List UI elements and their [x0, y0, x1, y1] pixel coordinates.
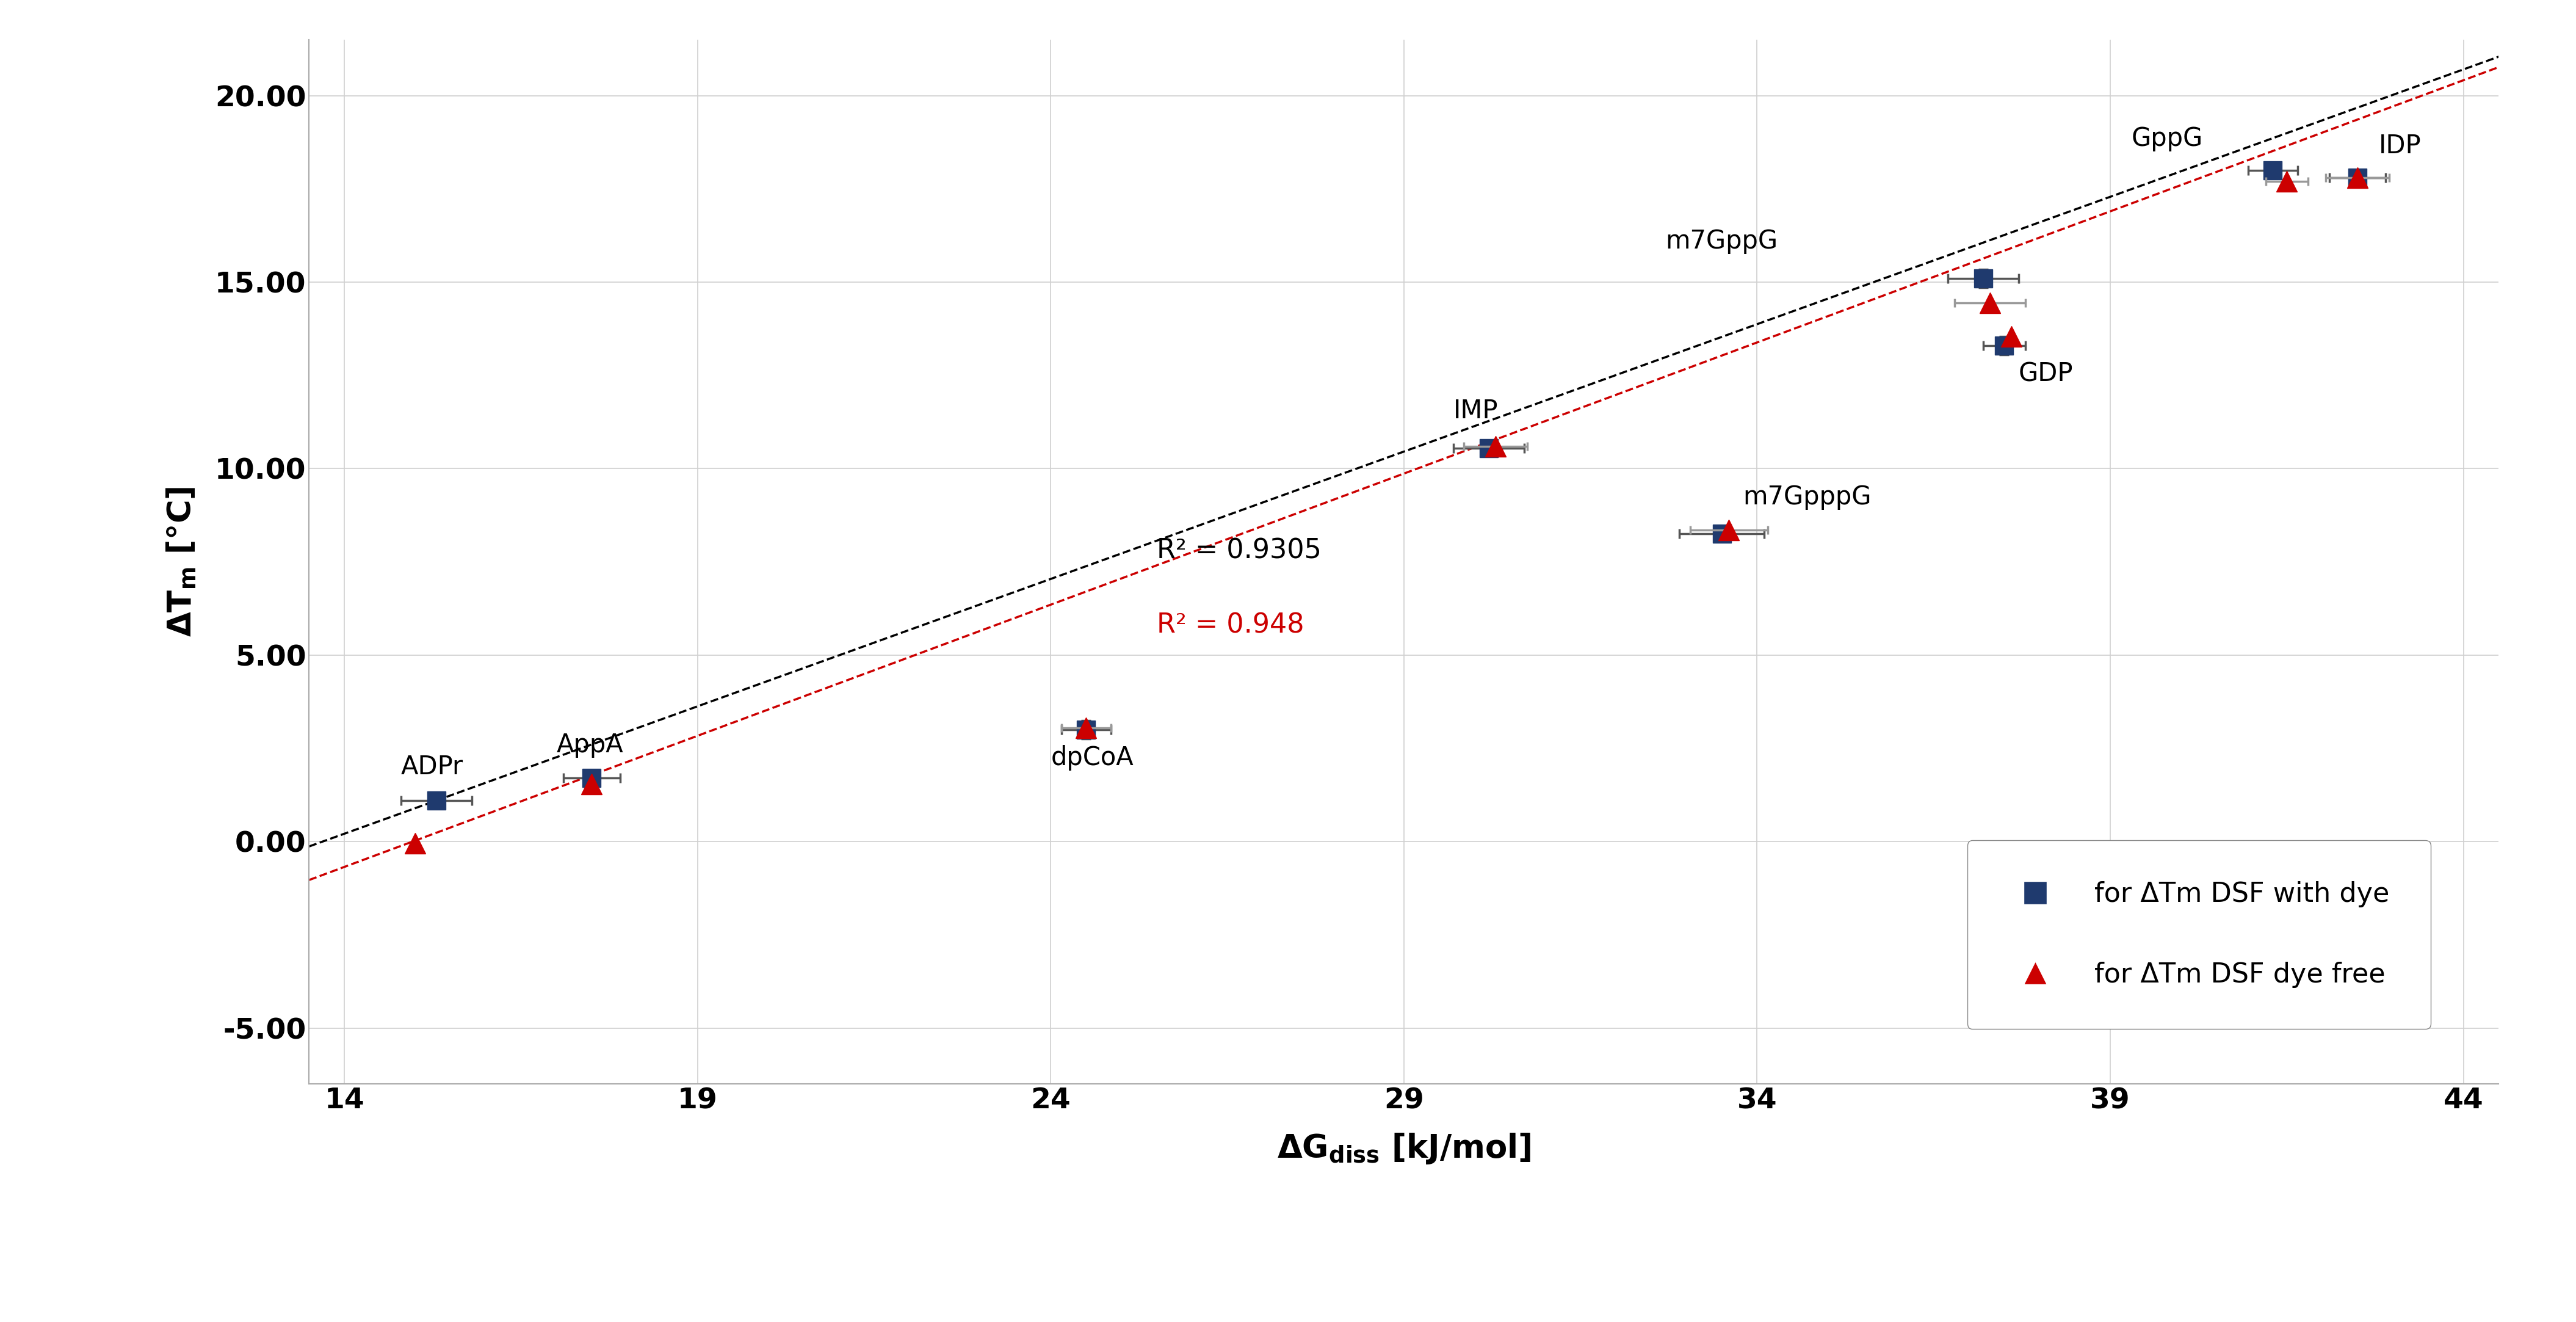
Text: m7GpppG: m7GpppG	[1744, 484, 1870, 510]
Text: m7GppG: m7GppG	[1664, 229, 1777, 254]
Text: dpCoA: dpCoA	[1051, 746, 1133, 771]
Text: IMP: IMP	[1453, 398, 1499, 424]
X-axis label: $\mathbf{\Delta G_{diss}}$ [kJ/mol]: $\mathbf{\Delta G_{diss}}$ [kJ/mol]	[1278, 1132, 1530, 1166]
Text: AppA: AppA	[556, 732, 623, 758]
Text: ADPr: ADPr	[402, 755, 464, 780]
Legend: for ΔTm DSF with dye, for ΔTm DSF dye free: for ΔTm DSF with dye, for ΔTm DSF dye fr…	[1968, 841, 2429, 1029]
Text: R² = 0.948: R² = 0.948	[1157, 612, 1303, 639]
Text: GppG: GppG	[2130, 126, 2202, 152]
Text: GDP: GDP	[2020, 361, 2074, 386]
Text: R² = 0.9305: R² = 0.9305	[1157, 538, 1321, 563]
Text: IDP: IDP	[2378, 134, 2421, 159]
Y-axis label: $\mathbf{\Delta T_m}$ [°C]: $\mathbf{\Delta T_m}$ [°C]	[165, 486, 198, 637]
